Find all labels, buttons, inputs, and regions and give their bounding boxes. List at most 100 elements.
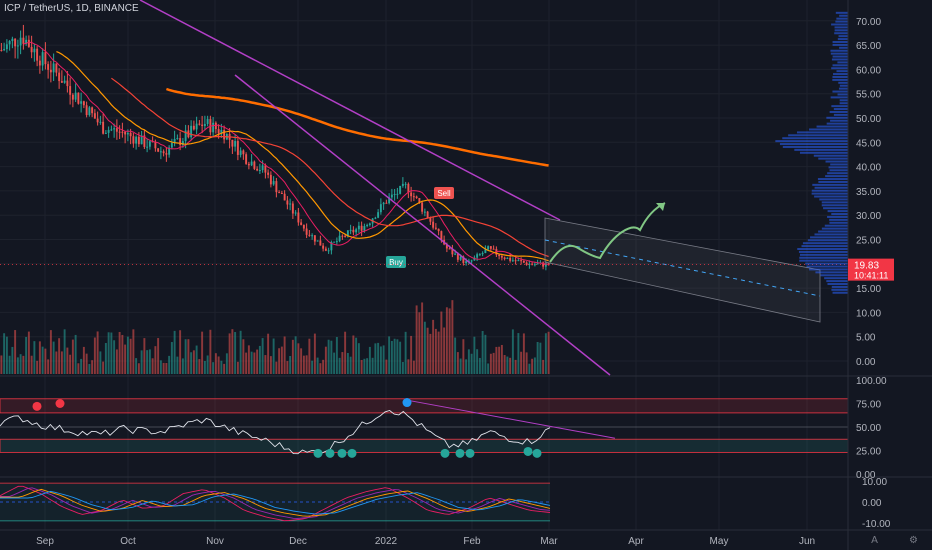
volume-profile-bar [812, 183, 848, 186]
volume-bar [377, 342, 380, 374]
volume-profile-bar [814, 186, 848, 189]
volume-profile-bar [796, 131, 848, 134]
volume-profile-bar [823, 207, 848, 210]
candle-body [69, 86, 72, 95]
volume-profile-bar [809, 268, 848, 271]
volume-bar [412, 360, 415, 374]
volume-bar [63, 329, 66, 374]
volume-profile-bar [832, 40, 848, 43]
volume-bar [47, 359, 50, 374]
volume-bar [399, 341, 402, 374]
candle-body [115, 128, 118, 132]
candle-body [525, 262, 528, 266]
volume-profile-bar [832, 64, 848, 67]
volume-bar [77, 363, 80, 374]
volume-profile-bar [832, 78, 848, 81]
candle-body [220, 129, 223, 134]
candle-body [66, 80, 69, 87]
candle-body [297, 212, 300, 223]
candle-body [368, 223, 371, 225]
volume-bar [390, 340, 393, 374]
volume-bar [91, 360, 94, 374]
volume-bar [195, 345, 198, 374]
volume-bar [388, 336, 391, 374]
candle-body [25, 39, 28, 44]
sell-badge [434, 187, 454, 199]
candle-body [36, 48, 39, 61]
volume-profile [775, 11, 848, 294]
candle-body [333, 241, 336, 243]
time-tick-label: May [710, 536, 729, 547]
volume-bar [374, 343, 377, 374]
candle-body [445, 244, 448, 249]
volume-profile-bar [818, 230, 848, 233]
volume-bar [25, 336, 28, 374]
volume-bar [176, 356, 179, 374]
volume-profile-bar [830, 49, 848, 52]
volume-bar [264, 355, 267, 374]
volume-profile-bar [829, 221, 848, 224]
volume-bar [66, 347, 69, 374]
volume-bar [385, 359, 388, 374]
volume-profile-bar [811, 192, 848, 195]
volume-bar [104, 342, 107, 374]
volume-profile-bar [835, 20, 848, 23]
volume-bar [143, 338, 146, 374]
volume-profile-bar [824, 224, 848, 227]
price-tick-label: 5.00 [856, 333, 876, 344]
candle-body [286, 200, 289, 205]
auto-scale-button[interactable]: A [871, 535, 878, 546]
volume-profile-bar [831, 23, 848, 26]
candle-body [410, 192, 413, 197]
volume-bar [344, 331, 347, 374]
candle-body [283, 193, 286, 201]
ma-line [23, 41, 549, 265]
candle-body [388, 197, 391, 204]
candle-body [335, 241, 338, 243]
volume-profile-bar [832, 55, 848, 58]
candle-body [107, 129, 110, 133]
candle-body [319, 240, 322, 246]
price-tick-label: 15.00 [856, 284, 881, 295]
volume-profile-bar [815, 271, 848, 274]
volume-bar [434, 328, 437, 374]
volume-profile-bar [788, 134, 848, 137]
candle-body [481, 253, 484, 255]
candle-body [547, 263, 550, 266]
volume-bar [489, 353, 492, 374]
volume-bar [159, 360, 162, 374]
candle-body [294, 212, 297, 214]
volume-bar [198, 359, 201, 374]
candle-body [456, 253, 459, 260]
volume-bar [308, 338, 311, 374]
rsi-signal-marker [337, 448, 347, 458]
candle-body [55, 63, 58, 73]
volume-profile-bar [802, 242, 848, 245]
volume-profile-bar [832, 291, 848, 294]
price-tick-label: 30.00 [856, 211, 881, 222]
volume-profile-bar [824, 277, 848, 280]
candle-body [341, 235, 344, 237]
volume-bar [300, 348, 303, 374]
candle-body [278, 192, 281, 194]
gear-icon[interactable]: ⚙ [909, 535, 918, 546]
volume-bar [418, 312, 421, 374]
volume-bar [509, 357, 512, 374]
candle-body [264, 165, 267, 173]
volume-bar [132, 329, 135, 374]
volume-bar [278, 348, 281, 374]
volume-bar [503, 355, 506, 374]
candle-body [245, 154, 248, 164]
volume-bar [165, 362, 168, 374]
volume-profile-bar [828, 166, 848, 169]
candle-body [137, 136, 140, 145]
volume-profile-bar [799, 256, 848, 259]
candle-body [140, 135, 143, 145]
volume-profile-bar [814, 195, 848, 198]
volume-bar [179, 330, 182, 374]
candle-body [305, 228, 308, 235]
candle-body [366, 224, 369, 227]
candle-body [390, 194, 393, 198]
volume-bar [121, 334, 124, 374]
